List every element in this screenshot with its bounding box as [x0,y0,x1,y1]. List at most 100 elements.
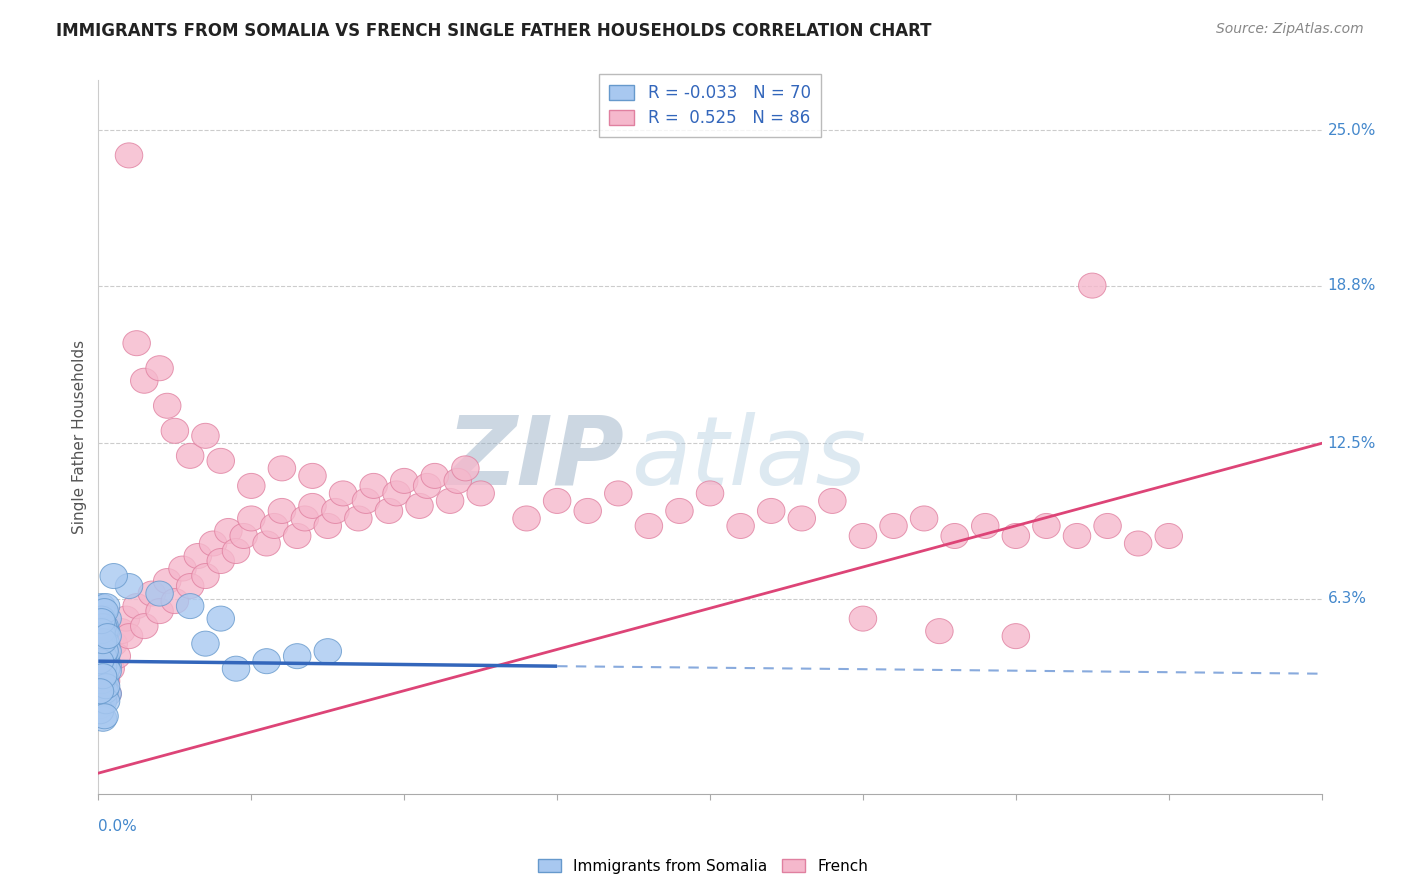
Ellipse shape [94,606,121,632]
Ellipse shape [89,673,117,698]
Ellipse shape [284,524,311,549]
Ellipse shape [215,518,242,543]
Ellipse shape [146,581,173,606]
Ellipse shape [115,624,143,648]
Ellipse shape [291,506,319,531]
Ellipse shape [100,632,128,657]
Ellipse shape [91,614,118,639]
Ellipse shape [636,514,662,539]
Text: IMMIGRANTS FROM SOMALIA VS FRENCH SINGLE FATHER HOUSEHOLDS CORRELATION CHART: IMMIGRANTS FROM SOMALIA VS FRENCH SINGLE… [56,22,932,40]
Ellipse shape [94,624,121,648]
Ellipse shape [176,443,204,468]
Ellipse shape [89,654,117,679]
Ellipse shape [787,506,815,531]
Ellipse shape [513,506,540,531]
Ellipse shape [93,673,120,698]
Ellipse shape [87,606,115,632]
Ellipse shape [115,574,143,599]
Ellipse shape [207,606,235,632]
Ellipse shape [298,463,326,489]
Ellipse shape [89,633,117,658]
Ellipse shape [329,481,357,506]
Ellipse shape [972,514,1000,539]
Ellipse shape [605,481,633,506]
Ellipse shape [941,524,969,549]
Ellipse shape [91,639,118,664]
Ellipse shape [93,593,120,619]
Ellipse shape [191,632,219,657]
Ellipse shape [191,564,219,589]
Ellipse shape [122,331,150,356]
Ellipse shape [238,506,266,531]
Ellipse shape [467,481,495,506]
Ellipse shape [86,657,114,681]
Ellipse shape [89,648,117,673]
Ellipse shape [91,679,118,704]
Ellipse shape [314,639,342,664]
Ellipse shape [849,606,877,632]
Text: 0.0%: 0.0% [98,819,138,834]
Ellipse shape [87,644,115,669]
Ellipse shape [375,499,402,524]
Ellipse shape [89,681,117,706]
Ellipse shape [93,657,120,681]
Ellipse shape [207,549,235,574]
Text: 6.3%: 6.3% [1327,591,1367,606]
Ellipse shape [849,524,877,549]
Text: ZIP: ZIP [447,412,624,505]
Ellipse shape [122,593,150,619]
Ellipse shape [87,624,115,648]
Ellipse shape [91,632,118,657]
Ellipse shape [222,539,250,564]
Ellipse shape [420,463,449,489]
Ellipse shape [176,593,204,619]
Ellipse shape [360,474,388,499]
Legend: Immigrants from Somalia, French: Immigrants from Somalia, French [531,853,875,880]
Ellipse shape [86,648,114,673]
Ellipse shape [169,556,197,581]
Ellipse shape [758,499,785,524]
Ellipse shape [406,493,433,518]
Ellipse shape [253,648,280,673]
Ellipse shape [89,624,117,648]
Ellipse shape [322,499,349,524]
Legend: R = -0.033   N = 70, R =  0.525   N = 86: R = -0.033 N = 70, R = 0.525 N = 86 [599,74,821,137]
Ellipse shape [115,143,143,168]
Ellipse shape [222,657,250,681]
Ellipse shape [103,644,131,669]
Text: 25.0%: 25.0% [1327,123,1376,138]
Ellipse shape [344,506,373,531]
Ellipse shape [91,619,118,644]
Ellipse shape [231,524,257,549]
Ellipse shape [89,644,117,669]
Ellipse shape [93,632,120,657]
Ellipse shape [162,418,188,443]
Ellipse shape [451,456,479,481]
Ellipse shape [97,657,124,681]
Ellipse shape [238,474,266,499]
Ellipse shape [87,608,115,633]
Ellipse shape [86,633,114,658]
Ellipse shape [94,681,121,706]
Ellipse shape [91,599,118,624]
Ellipse shape [87,606,115,632]
Ellipse shape [696,481,724,506]
Ellipse shape [162,589,188,614]
Ellipse shape [86,679,114,704]
Ellipse shape [89,658,117,683]
Ellipse shape [91,648,118,673]
Ellipse shape [191,424,219,449]
Ellipse shape [436,489,464,514]
Ellipse shape [86,639,114,664]
Ellipse shape [89,648,117,673]
Ellipse shape [89,706,117,731]
Ellipse shape [153,568,181,593]
Ellipse shape [1063,524,1091,549]
Ellipse shape [89,689,117,714]
Ellipse shape [94,639,121,664]
Ellipse shape [314,514,342,539]
Ellipse shape [200,531,226,556]
Ellipse shape [818,489,846,514]
Ellipse shape [1032,514,1060,539]
Ellipse shape [391,468,418,493]
